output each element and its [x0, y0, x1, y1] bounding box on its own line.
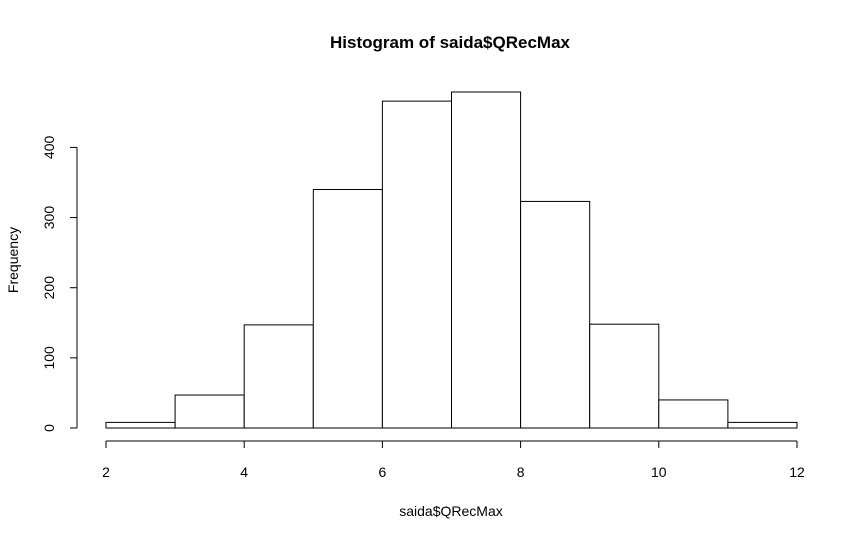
x-tick-label: 6 [379, 464, 387, 480]
histogram-bar [174, 394, 245, 429]
x-tick-label: 12 [789, 464, 805, 480]
histogram-bar [451, 91, 522, 429]
histogram-bar [727, 421, 798, 429]
y-tick-label: 200 [41, 276, 57, 300]
x-tick-label: 2 [102, 464, 110, 480]
x-axis-label: saida$QRecMax [399, 503, 503, 519]
histogram-bar [381, 100, 452, 429]
histogram-bar [658, 399, 729, 429]
histogram-bar [589, 323, 660, 429]
x-tick-label: 8 [517, 464, 525, 480]
x-tick-label: 10 [651, 464, 667, 480]
y-axis: 0 100 200 300 400 [41, 136, 78, 432]
bars-group [105, 91, 798, 429]
y-tick-label: 0 [41, 424, 57, 432]
chart-title: Histogram of saida$QRecMax [330, 33, 571, 52]
histogram-bar [312, 189, 383, 429]
y-axis-label: Frequency [5, 227, 21, 293]
y-tick-label: 100 [41, 346, 57, 370]
histogram-bar [105, 421, 176, 429]
histogram-bar [520, 200, 591, 429]
y-tick-label: 300 [41, 206, 57, 230]
histogram-bar [243, 324, 314, 429]
x-tick-label: 4 [240, 464, 248, 480]
y-tick-label: 400 [41, 136, 57, 160]
x-axis: 2 4 6 8 10 12 [102, 440, 805, 480]
